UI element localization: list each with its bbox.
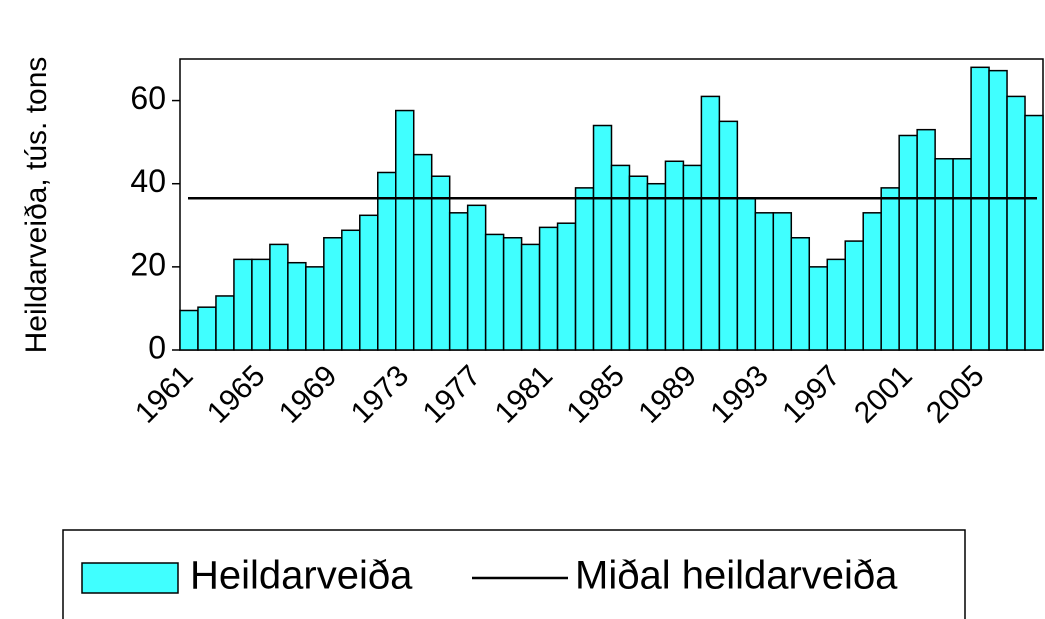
bar: [215, 295, 235, 351]
bar: [844, 240, 864, 351]
bar: [790, 237, 811, 351]
legend-box: [62, 529, 966, 619]
bar: [341, 229, 361, 351]
x-tick-label: 1989: [632, 359, 703, 430]
bar: [538, 226, 559, 351]
y-tick-label: 0: [148, 329, 166, 365]
y-tick-label: 60: [130, 80, 166, 116]
bar: [251, 258, 271, 351]
x-tick-label: 1981: [489, 359, 560, 430]
bar: [592, 124, 613, 351]
bar: [484, 233, 505, 351]
bar: [646, 182, 667, 351]
bar: [430, 175, 451, 351]
bar: [556, 222, 577, 351]
bar: [988, 69, 1008, 351]
x-tick-label: 1977: [417, 359, 488, 430]
bar: [197, 306, 217, 351]
bar: [359, 214, 379, 351]
bar: [323, 237, 343, 351]
bar: [574, 187, 595, 351]
x-tick-label: 1973: [345, 359, 416, 430]
legend-swatch: [81, 562, 179, 594]
bar: [700, 95, 721, 351]
bar: [736, 197, 757, 351]
x-tick-label: 1965: [201, 359, 272, 430]
bar: [808, 266, 828, 351]
bar: [287, 261, 307, 351]
bar: [826, 258, 846, 351]
bar: [898, 134, 918, 351]
bar: [1006, 95, 1026, 351]
x-tick-label: 1993: [704, 359, 775, 430]
y-axis-title: Heildarveiða, tús. tons: [20, 57, 53, 354]
bar: [179, 309, 199, 351]
bar: [269, 243, 289, 351]
bar: [1024, 114, 1044, 351]
bar: [395, 109, 415, 351]
bar: [610, 164, 631, 351]
bar: [772, 212, 793, 351]
bar: [502, 237, 523, 351]
legend-label: Miðal heildarveiða: [575, 554, 898, 598]
bar: [916, 128, 936, 351]
bar: [934, 158, 954, 351]
bar: [520, 243, 541, 351]
legend-label: Heildarveiða: [190, 554, 413, 598]
bar: [628, 175, 649, 351]
bar: [862, 212, 882, 351]
y-tick-label: 20: [130, 246, 166, 282]
x-tick-label: 1997: [776, 359, 847, 430]
bar: [233, 258, 253, 351]
y-tick-label: 40: [130, 163, 166, 199]
bar: [952, 158, 972, 351]
bar: [880, 187, 900, 351]
bar: [682, 164, 703, 351]
bar: [718, 120, 739, 351]
bar: [412, 153, 433, 351]
x-tick-label: 2005: [920, 359, 991, 430]
bar: [664, 160, 685, 351]
bar: [466, 204, 487, 351]
x-tick-label: 1969: [273, 359, 344, 430]
x-tick-label: 1961: [129, 359, 200, 430]
x-tick-label: 2001: [848, 359, 919, 430]
bar: [754, 212, 775, 351]
bar: [970, 66, 990, 351]
bar: [305, 266, 325, 351]
x-tick-label: 1985: [561, 359, 632, 430]
bar: [448, 212, 469, 351]
